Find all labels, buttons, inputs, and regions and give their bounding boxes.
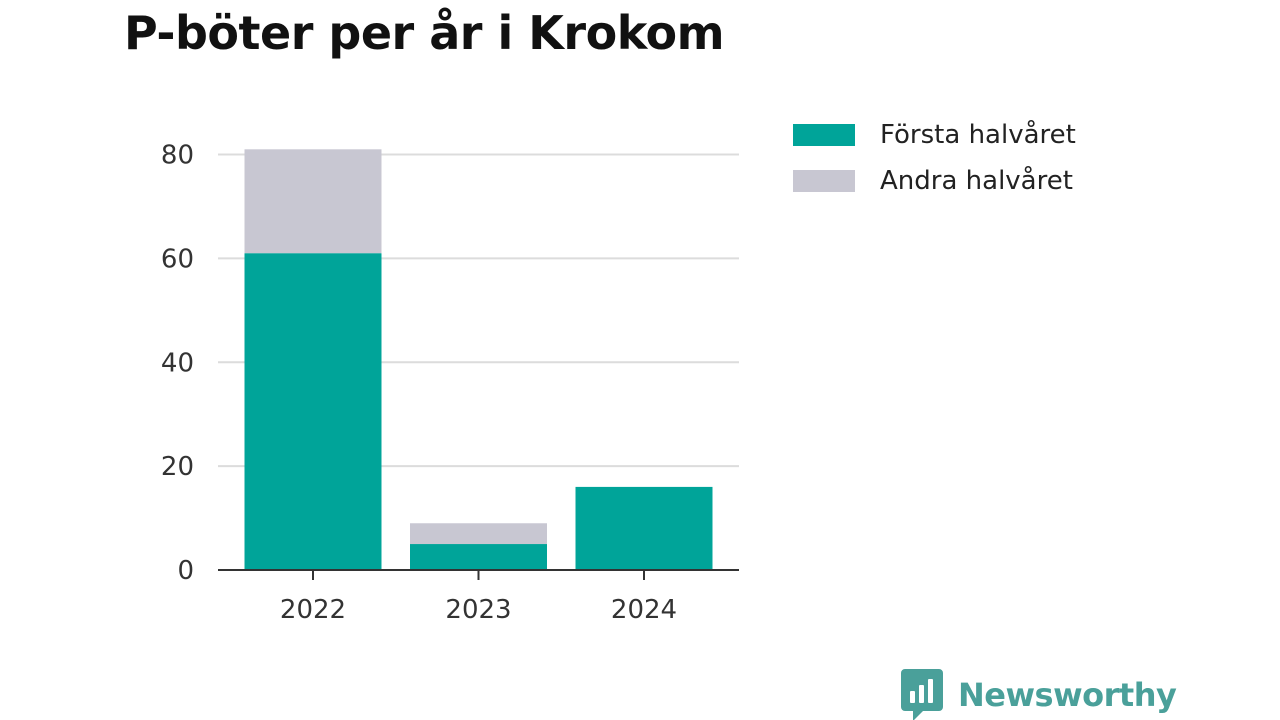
y-tick-label: 0 [177,556,194,586]
x-tick-label: 2022 [280,595,346,625]
bar-2022-first-half [244,253,382,570]
legend-swatch-second-half [793,170,855,192]
legend-label-first-half: Första halvåret [880,120,1076,150]
y-axis-ticks: 0 20 40 60 80 [161,141,194,587]
legend: Första halvåret Andra halvåret [793,112,1076,204]
x-axis-ticks: 2022 2023 2024 [280,570,677,625]
x-tick-label: 2024 [611,595,677,625]
bar-2023-second-half [410,523,547,545]
y-tick-label: 40 [161,348,194,378]
bar-2024-first-half [575,486,713,570]
chart-title: P-böter per år i Krokom [124,6,725,60]
legend-swatch-first-half [793,124,855,146]
bars [244,149,713,570]
y-tick-label: 60 [161,244,194,274]
brand-logo: Newsworthy [901,669,1177,720]
bar-chart-speech-bubble-icon [901,669,943,720]
legend-item-second-half: Andra halvåret [793,158,1076,204]
x-tick-label: 2023 [445,595,511,625]
y-tick-label: 80 [161,141,194,171]
y-tick-label: 20 [161,452,194,482]
bar-2022-second-half [244,149,382,254]
legend-label-second-half: Andra halvåret [880,166,1073,196]
legend-item-first-half: Första halvåret [793,112,1076,158]
bar-2023-first-half [410,544,547,570]
brand-name: Newsworthy [958,676,1177,714]
